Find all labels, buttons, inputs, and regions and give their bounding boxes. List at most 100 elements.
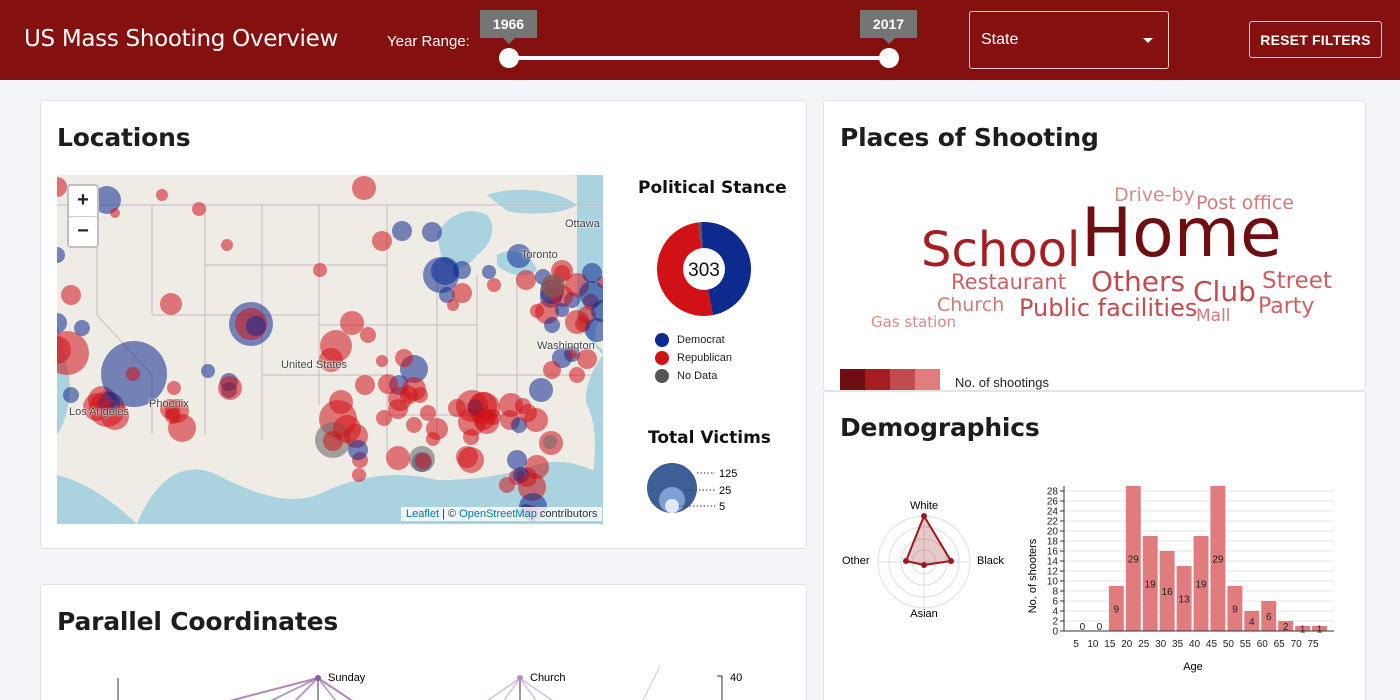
shooting-marker[interactable]: [201, 364, 215, 378]
shooting-marker[interactable]: [582, 263, 602, 283]
word-church[interactable]: Church: [937, 294, 1005, 316]
shooting-marker[interactable]: [57, 336, 71, 364]
age-bar[interactable]: [1244, 611, 1260, 631]
shooting-marker[interactable]: [507, 450, 527, 470]
shooting-marker[interactable]: [499, 477, 515, 493]
word-others[interactable]: Others: [1091, 265, 1186, 298]
zoom-out-button[interactable]: −: [69, 216, 97, 246]
shooting-marker[interactable]: [167, 381, 181, 395]
shooting-marker[interactable]: [160, 399, 180, 419]
shooting-marker[interactable]: [577, 349, 597, 369]
shooting-marker[interactable]: [376, 355, 388, 367]
shooting-marker[interactable]: [426, 432, 440, 446]
shooting-marker[interactable]: [57, 313, 67, 333]
shooting-marker[interactable]: [388, 399, 408, 419]
shooting-marker[interactable]: [333, 415, 361, 443]
shooting-marker[interactable]: [400, 386, 418, 404]
shooting-marker[interactable]: [355, 375, 375, 395]
word-gas-station[interactable]: Gas station: [871, 313, 957, 331]
shooting-marker[interactable]: [61, 285, 81, 305]
shooting-marker[interactable]: [529, 378, 553, 402]
shooting-marker[interactable]: [57, 177, 67, 197]
shooting-marker[interactable]: [221, 239, 233, 251]
word-club[interactable]: Club: [1193, 275, 1256, 308]
word-drive-by[interactable]: Drive-by: [1114, 184, 1195, 206]
shooting-marker[interactable]: [378, 374, 398, 394]
age-bar[interactable]: [1227, 586, 1243, 631]
shooting-marker[interactable]: [110, 208, 120, 218]
shooting-marker[interactable]: [420, 405, 436, 421]
shooting-marker[interactable]: [591, 300, 603, 322]
shooting-marker[interactable]: [422, 222, 442, 242]
age-bar[interactable]: [1125, 486, 1141, 631]
shooting-marker[interactable]: [555, 303, 569, 317]
shooting-marker[interactable]: [93, 186, 121, 214]
shooting-marker[interactable]: [518, 473, 546, 501]
year-end-handle[interactable]: [879, 48, 899, 68]
year-range-slider[interactable]: [509, 56, 889, 60]
shooting-marker[interactable]: [340, 311, 364, 335]
word-mall[interactable]: Mall: [1196, 306, 1231, 326]
zoom-in-button[interactable]: +: [77, 189, 89, 211]
shooting-marker[interactable]: [319, 348, 343, 372]
year-start-handle[interactable]: [499, 48, 519, 68]
shooting-marker[interactable]: [246, 316, 266, 336]
map-canvas[interactable]: [57, 175, 603, 524]
shooting-marker[interactable]: [74, 320, 90, 336]
shooting-marker[interactable]: [516, 270, 536, 290]
shooting-marker[interactable]: [482, 265, 496, 279]
shooting-marker[interactable]: [453, 261, 471, 279]
word-party[interactable]: Party: [1258, 294, 1315, 319]
age-bar[interactable]: [1108, 586, 1124, 631]
word-restaurant[interactable]: Restaurant: [951, 270, 1066, 294]
shootings-map[interactable]: [57, 175, 603, 524]
shooting-marker[interactable]: [352, 468, 366, 482]
osm-link[interactable]: OpenStreetMap: [459, 508, 537, 520]
shooting-marker[interactable]: [352, 176, 376, 200]
shooting-marker[interactable]: [456, 390, 488, 422]
shooting-marker[interactable]: [406, 417, 422, 433]
word-home[interactable]: Home: [1081, 194, 1282, 273]
shooting-marker[interactable]: [372, 231, 392, 251]
shooting-marker[interactable]: [63, 387, 79, 403]
age-bar[interactable]: [1278, 621, 1294, 631]
age-bar[interactable]: [1312, 626, 1327, 631]
shooting-marker[interactable]: [376, 410, 392, 426]
shooting-marker[interactable]: [160, 293, 182, 315]
shooting-marker[interactable]: [313, 263, 327, 277]
shooting-marker[interactable]: [487, 278, 501, 292]
shooting-marker[interactable]: [423, 257, 459, 293]
age-bar[interactable]: [1261, 601, 1277, 631]
word-post-office[interactable]: Post office: [1196, 192, 1294, 214]
state-select[interactable]: State: [969, 11, 1169, 69]
age-bar[interactable]: [1193, 536, 1209, 631]
shooting-marker[interactable]: [415, 453, 431, 469]
shooting-marker[interactable]: [83, 393, 111, 421]
shooting-marker[interactable]: [392, 221, 412, 241]
shooting-marker[interactable]: [348, 440, 368, 460]
reset-filters-button[interactable]: RESET FILTERS: [1249, 21, 1382, 58]
shooting-marker[interactable]: [544, 317, 560, 333]
age-bar[interactable]: [1176, 566, 1192, 631]
shooting-marker[interactable]: [156, 189, 168, 201]
shooting-marker[interactable]: [507, 244, 531, 268]
word-school[interactable]: School: [921, 222, 1081, 278]
shooting-marker[interactable]: [585, 318, 603, 342]
age-bar[interactable]: [1159, 551, 1175, 631]
shooting-marker[interactable]: [452, 283, 472, 303]
shooting-marker[interactable]: [579, 281, 603, 307]
shooting-marker[interactable]: [511, 417, 527, 433]
shooting-marker[interactable]: [192, 202, 206, 216]
word-public-facilities[interactable]: Public facilities: [1019, 294, 1198, 322]
shooting-marker[interactable]: [439, 287, 455, 303]
shooting-marker[interactable]: [395, 349, 413, 367]
shooting-marker[interactable]: [543, 435, 557, 449]
age-bar[interactable]: [1210, 486, 1226, 631]
shooting-marker[interactable]: [567, 349, 577, 359]
shooting-marker[interactable]: [360, 327, 376, 343]
shooting-marker[interactable]: [447, 299, 459, 311]
age-bar[interactable]: [1295, 626, 1311, 631]
leaflet-link[interactable]: Leaflet: [406, 508, 440, 520]
shooting-marker[interactable]: [515, 398, 531, 414]
word-street[interactable]: Street: [1262, 268, 1332, 294]
